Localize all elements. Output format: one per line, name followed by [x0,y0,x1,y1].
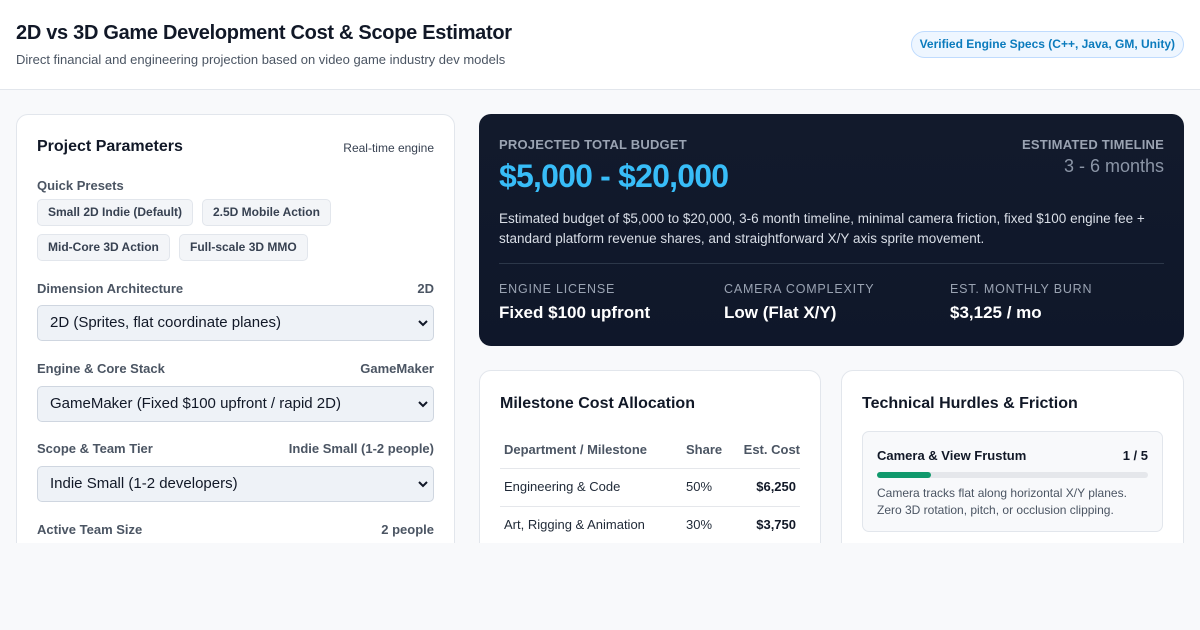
table-header-cost: Est. Cost [743,442,800,457]
hurdle-camera-frustum: Camera & View Frustum 1 / 5 Camera track… [862,431,1163,532]
preset-small-2d-indie-button[interactable]: Small 2D Indie (Default) [37,199,194,226]
engine-label: Engine & Core Stack [37,361,165,376]
team-size-label: Active Team Size [37,522,143,537]
row-share: 30% [686,517,713,532]
hurdle-title: Camera & View Frustum [877,448,1027,463]
technical-hurdles-card: Technical Hurdles & Friction Camera & Vi… [841,370,1184,543]
table-divider [500,468,800,469]
milestone-cost-card: Milestone Cost Allocation Department / M… [479,370,821,543]
scope-label: Scope & Team Tier [37,441,153,456]
dimension-select-value: 2D (Sprites, flat coordinate planes) [50,314,281,331]
hurdles-title: Technical Hurdles & Friction [862,395,1078,412]
timeline-label: Estimated Timeline [1021,137,1164,152]
monthly-burn-label: Est. Monthly Burn [950,282,1093,296]
params-title: Project Parameters [37,138,183,155]
chevron-down-icon [418,401,428,408]
monthly-burn-value: $3,125 / mo [950,303,1042,322]
row-cost: $3,750 [756,517,796,532]
dimension-value: 2D [417,281,434,296]
budget-description: Estimated budget of $5,000 to $20,000, 3… [499,211,1145,246]
engine-license-value: Fixed $100 upfront [499,303,651,322]
engine-license-label: Engine License [499,282,616,296]
scope-select[interactable]: Indie Small (1-2 developers) [37,466,434,502]
content-area: Project Parameters Real-time engine Quic… [0,90,1200,543]
scope-select-value: Indie Small (1-2 developers) [50,475,238,492]
hurdle-progress-track [877,472,1148,478]
preset-full-scale-mmo-button[interactable]: Full-scale 3D MMO [179,234,308,261]
preset-2-5d-mobile-button[interactable]: 2.5D Mobile Action [202,199,331,226]
table-divider [500,506,800,507]
engine-value: GameMaker [360,361,434,376]
camera-complexity-value: Low (Flat X/Y) [724,303,837,322]
engine-select-value: GameMaker (Fixed $100 upfront / rapid 2D… [50,395,341,412]
table-header-department: Department / Milestone [504,442,648,457]
scope-value: Indie Small (1-2 people) [288,441,434,456]
divider [499,263,1164,264]
hurdle-progress-fill [877,472,932,478]
row-cost: $6,250 [756,479,796,494]
table-header-share: Share [686,442,723,457]
row-department: Engineering & Code [504,479,621,494]
engine-note: Real-time engine [343,141,434,155]
dimension-label: Dimension Architecture [37,281,184,296]
milestone-title: Milestone Cost Allocation [500,395,695,412]
row-department: Art, Rigging & Animation [504,517,645,532]
hurdle-description: Camera tracks flat along horizontal X/Y … [877,486,1127,517]
team-size-value: 2 people [381,522,434,537]
engine-select[interactable]: GameMaker (Fixed $100 upfront / rapid 2D… [37,386,434,422]
project-parameters-card: Project Parameters Real-time engine Quic… [16,114,455,543]
page-title: 2D vs 3D Game Development Cost & Scope E… [16,22,512,44]
camera-complexity-label: Camera Complexity [724,282,875,296]
hurdle-score: 1 / 5 [1122,448,1148,463]
budget-amount: $5,000 - $20,000 [499,158,729,194]
budget-label: Projected Total Budget [499,137,687,152]
app-header: 2D vs 3D Game Development Cost & Scope E… [0,0,1200,90]
verified-badge: Verified Engine Specs (C++, Java, GM, Un… [910,31,1184,58]
preset-mid-core-3d-button[interactable]: Mid-Core 3D Action [37,234,170,261]
timeline-value: 3 - 6 months [1063,156,1164,176]
chevron-down-icon [418,481,428,488]
chevron-down-icon [418,320,428,327]
dimension-select[interactable]: 2D (Sprites, flat coordinate planes) [37,305,434,341]
budget-summary-panel: Projected Total Budget $5,000 - $20,000 … [479,114,1184,346]
row-share: 50% [686,479,713,494]
page-subtitle: Direct financial and engineering project… [16,52,506,67]
presets-label: Quick Presets [37,178,124,193]
